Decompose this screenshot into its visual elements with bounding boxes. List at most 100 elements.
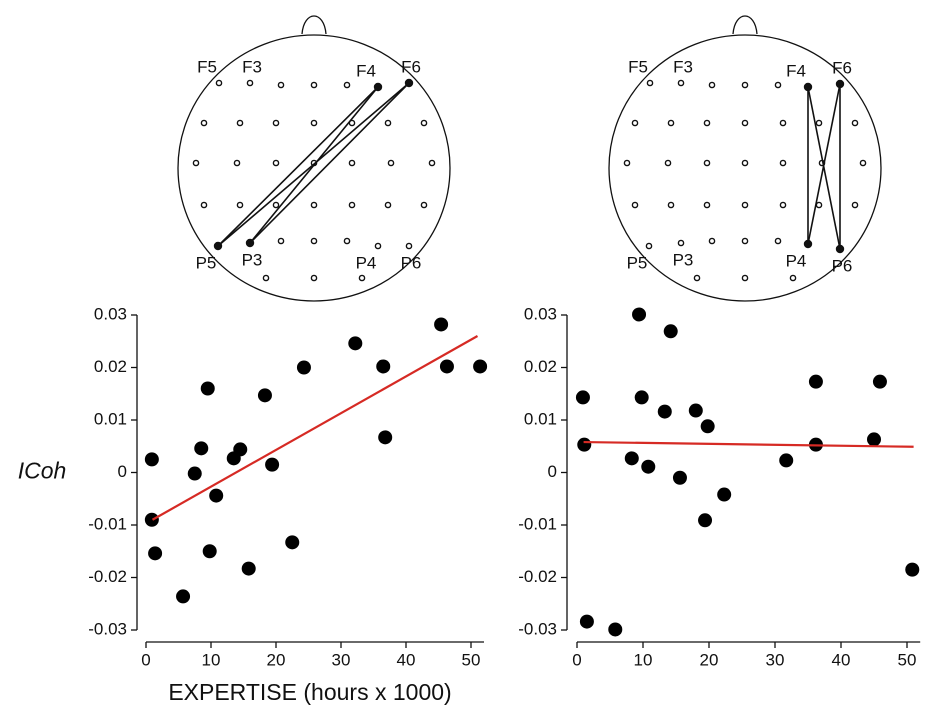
electrode <box>631 119 639 127</box>
x-tick-label: 30 <box>332 650 351 669</box>
trend-line <box>151 335 479 521</box>
connection <box>217 82 410 247</box>
data-point <box>688 403 703 418</box>
data-point <box>700 419 715 434</box>
electrode <box>310 119 318 127</box>
electrode <box>779 159 787 167</box>
data-point <box>257 388 272 403</box>
y-tick-label: -0.02 <box>88 567 127 586</box>
y-axis-label: ICoh <box>18 458 67 484</box>
x-tick-label: 0 <box>141 650 150 669</box>
electrode-label: P6 <box>832 256 853 275</box>
electrode <box>420 119 428 127</box>
electrode <box>343 237 351 245</box>
head-outline <box>177 34 451 302</box>
x-tick-label: 40 <box>397 650 416 669</box>
data-point <box>905 562 920 577</box>
data-point <box>148 546 163 561</box>
x-tick-label: 40 <box>832 650 851 669</box>
y-tick-label: -0.02 <box>518 567 557 586</box>
electrode <box>859 159 867 167</box>
data-point <box>872 374 887 389</box>
electrode <box>708 237 716 245</box>
x-tick-label: 50 <box>462 650 481 669</box>
data-point <box>608 622 623 637</box>
y-tick-label: -0.03 <box>88 619 127 638</box>
electrode <box>236 201 244 209</box>
electrode <box>246 79 254 87</box>
x-tick-label: 20 <box>700 650 719 669</box>
electrode <box>236 119 244 127</box>
electrode <box>420 201 428 209</box>
electrode-label: F6 <box>832 58 852 77</box>
data-point <box>808 374 823 389</box>
electrode <box>645 242 653 250</box>
electrode <box>623 159 631 167</box>
x-tick-label: 10 <box>634 650 653 669</box>
electrode <box>703 159 711 167</box>
electrode-label: P6 <box>401 253 422 272</box>
electrode <box>272 159 280 167</box>
data-point <box>202 544 217 559</box>
electrode-label: P5 <box>196 253 217 272</box>
electrode <box>693 274 701 282</box>
y-tick-label: 0.03 <box>94 304 127 323</box>
data-point <box>194 441 209 456</box>
electrode <box>428 159 436 167</box>
electrode <box>741 201 749 209</box>
electrode <box>815 119 823 127</box>
data-point <box>200 381 215 396</box>
x-tick-label: 0 <box>572 650 581 669</box>
electrode <box>741 159 749 167</box>
electrode <box>667 119 675 127</box>
data-point <box>296 360 311 375</box>
data-point <box>657 404 672 419</box>
data-point <box>577 437 592 452</box>
electrode <box>789 274 797 282</box>
electrode <box>310 81 318 89</box>
electrode <box>741 274 749 282</box>
x-axis-label: EXPERTISE (hours x 1000) <box>168 679 451 705</box>
electrode-label: F4 <box>356 61 376 80</box>
electrode <box>741 237 749 245</box>
electrode <box>310 201 318 209</box>
electrode <box>851 201 859 209</box>
y-tick-label: 0.03 <box>524 304 557 323</box>
electrode <box>358 274 366 282</box>
trend-line <box>583 440 914 448</box>
electrode <box>741 119 749 127</box>
head-nose <box>732 15 758 35</box>
electrode <box>348 159 356 167</box>
data-point <box>634 390 649 405</box>
electrode <box>200 201 208 209</box>
electrode-label: F6 <box>401 57 421 76</box>
x-tick-label: 50 <box>898 650 917 669</box>
data-point <box>473 359 488 374</box>
electrode <box>215 79 223 87</box>
data-point <box>144 512 159 527</box>
electrode <box>272 201 280 209</box>
data-point <box>209 488 224 503</box>
electrode-label: F4 <box>786 61 806 80</box>
data-point <box>698 513 713 528</box>
electrode <box>667 201 675 209</box>
electrode-label: F5 <box>628 57 648 76</box>
y-tick-label: 0.02 <box>524 357 557 376</box>
electrode <box>405 242 413 250</box>
electrode <box>262 274 270 282</box>
electrode <box>741 81 749 89</box>
electrode <box>779 201 787 209</box>
electrode-label: P3 <box>673 250 694 269</box>
data-point <box>717 487 732 502</box>
data-point <box>265 457 280 472</box>
electrode <box>708 81 716 89</box>
electrode <box>779 119 787 127</box>
electrode <box>310 237 318 245</box>
data-point <box>624 451 639 466</box>
x-tick-label: 10 <box>202 650 221 669</box>
data-point <box>579 614 594 629</box>
x-tick-label: 20 <box>267 650 286 669</box>
y-tick-label: -0.01 <box>518 514 557 533</box>
electrode-label: P5 <box>627 253 648 272</box>
y-tick-label: 0 <box>118 462 127 481</box>
